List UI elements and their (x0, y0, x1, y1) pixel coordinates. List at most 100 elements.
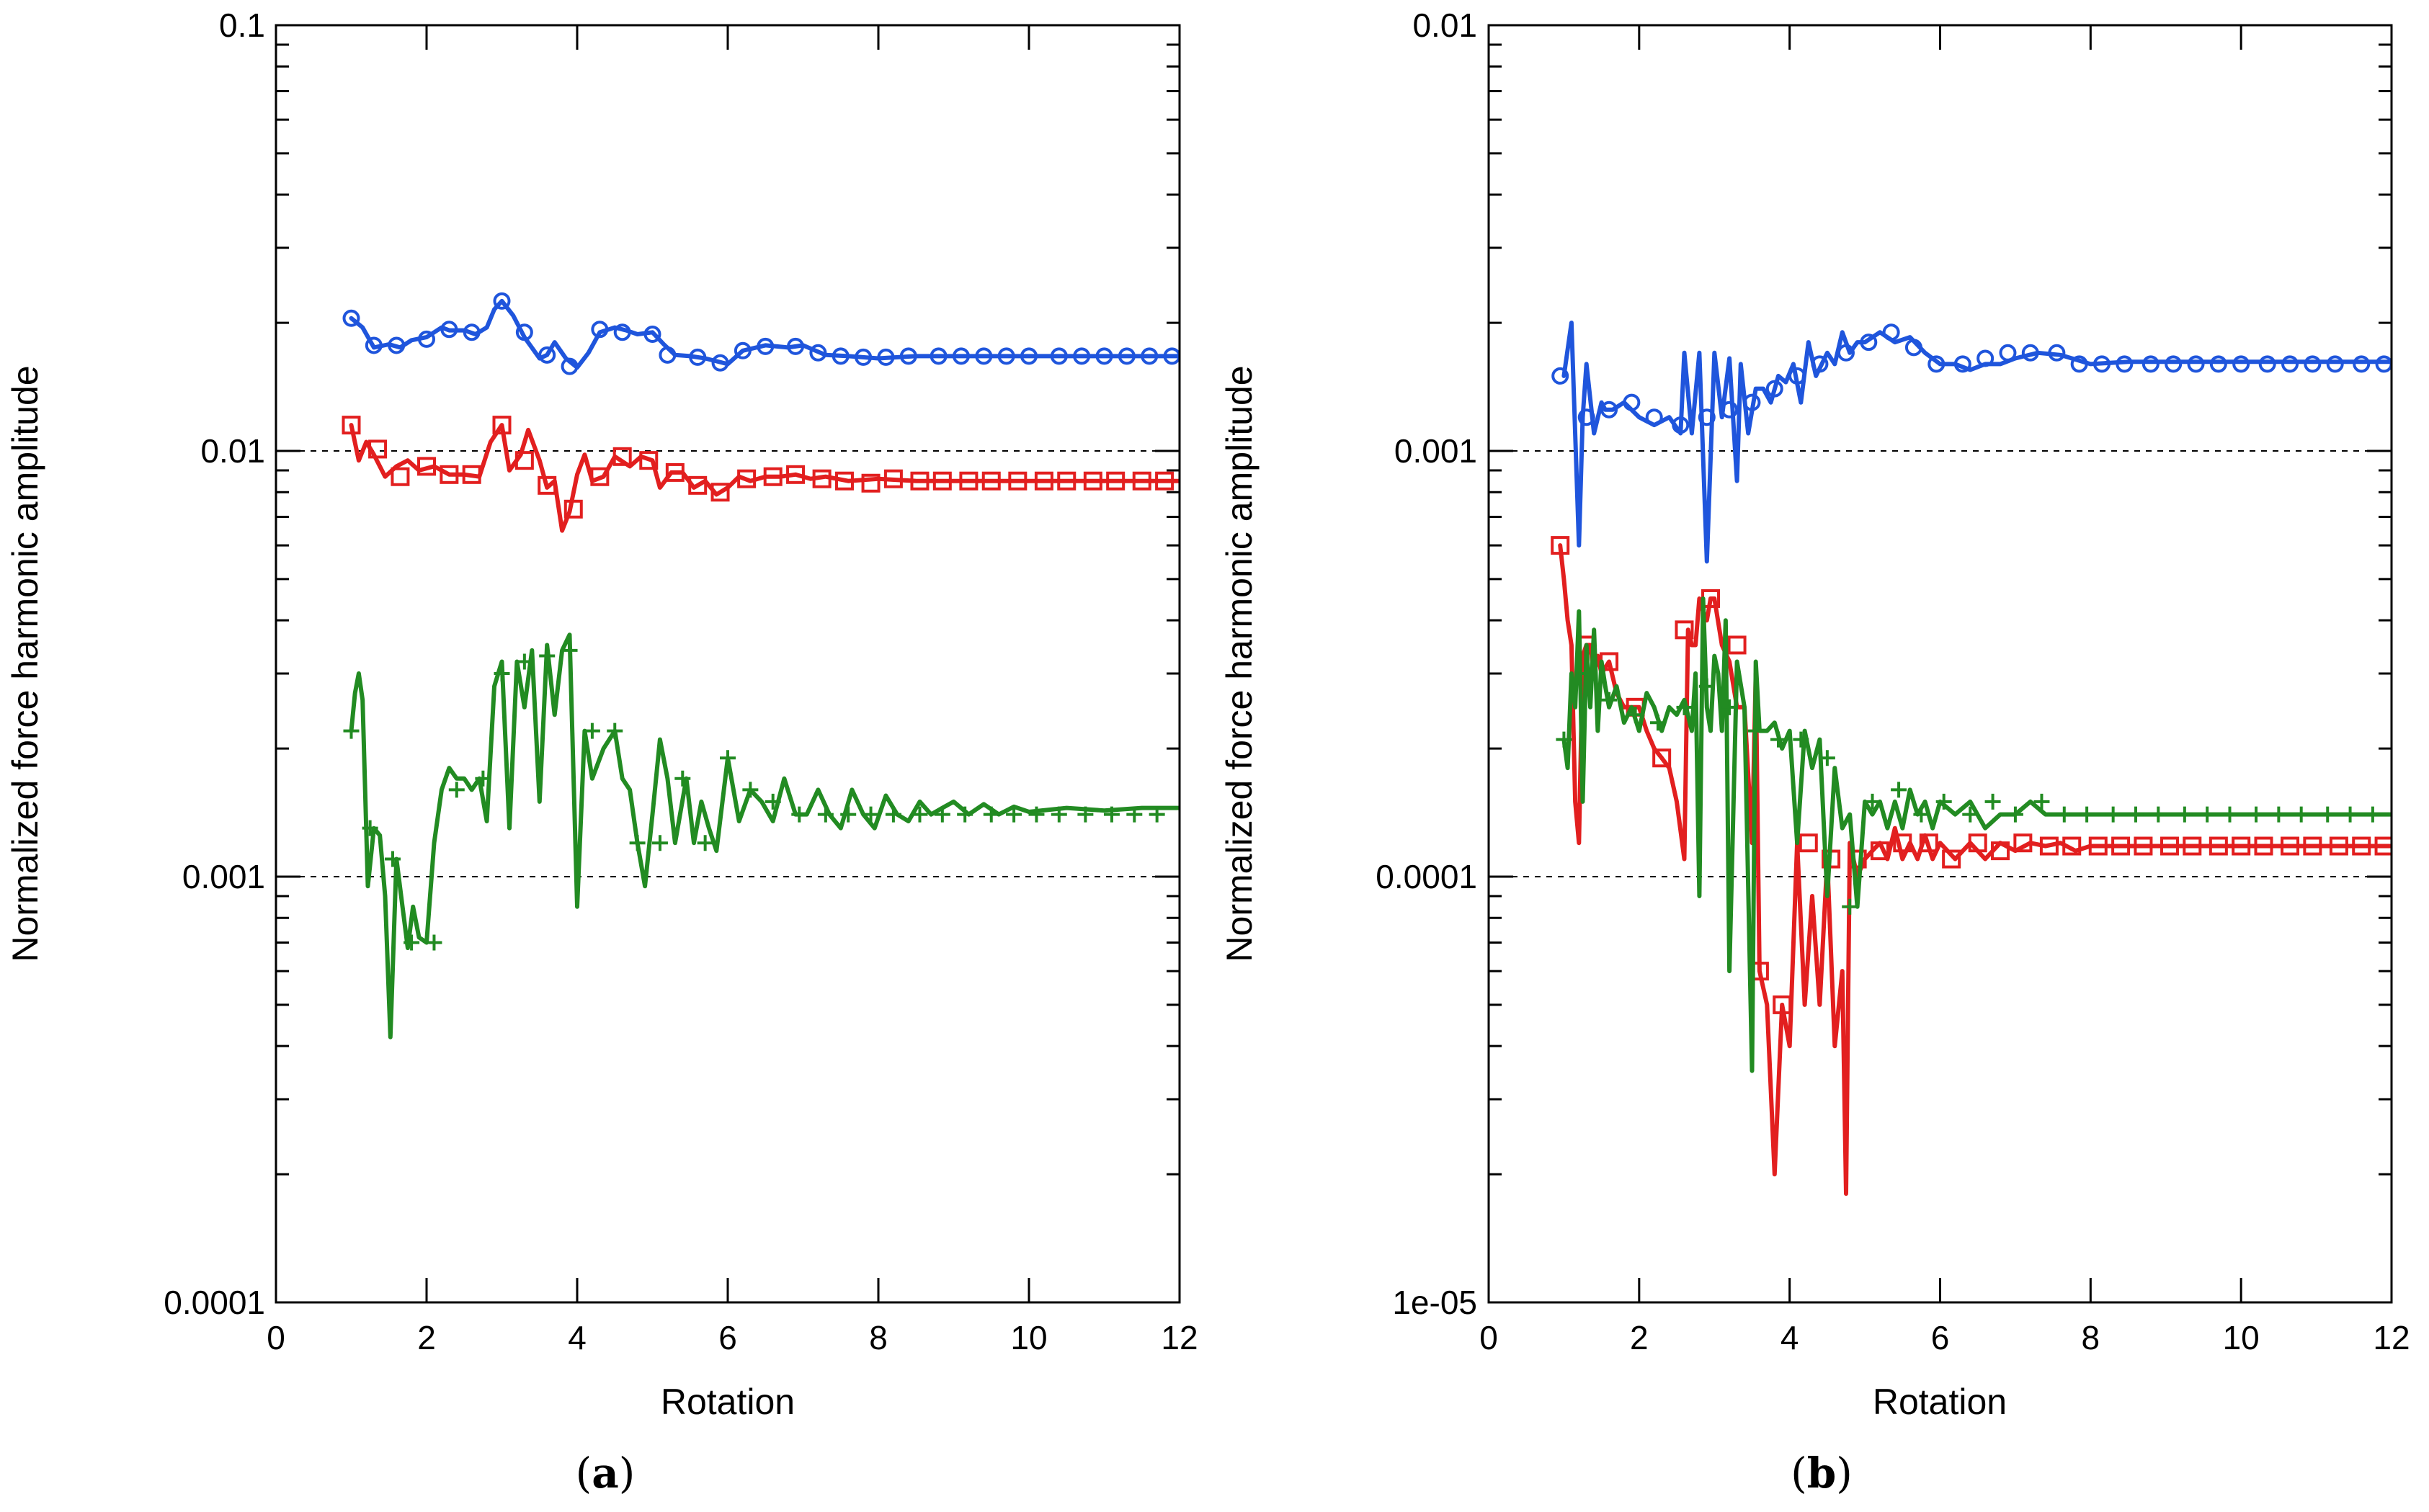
panel-label-letter: a (592, 1449, 619, 1498)
data-point-marker (584, 723, 600, 739)
data-point-marker (1600, 401, 1618, 419)
data-point-marker (2013, 833, 2033, 853)
data-point-marker (2293, 806, 2309, 823)
y-tick-label: 0.0001 (164, 1284, 265, 1321)
data-point-marker (757, 337, 775, 355)
data-point-marker (388, 336, 406, 354)
data-point-marker (2079, 806, 2095, 823)
data-point-marker (1842, 898, 1858, 915)
data-point-marker (1991, 841, 2010, 861)
y-tick-label: 0.01 (1412, 6, 1477, 44)
y-tick-label: 0.1 (219, 6, 265, 44)
data-point-marker (1551, 367, 1569, 385)
data-point-marker (959, 471, 979, 491)
data-point-marker (1106, 471, 1126, 491)
data-point-marker (342, 309, 360, 327)
series-2 (342, 416, 1180, 533)
data-point-marker (1793, 731, 1809, 748)
data-point-marker (1698, 408, 1716, 426)
data-point-marker (885, 806, 901, 823)
series-1 (342, 292, 1180, 375)
data-point-marker (1904, 339, 1922, 357)
data-point-marker (1051, 806, 1067, 823)
data-point-marker (2374, 836, 2392, 856)
y-tick-label: 0.001 (1394, 432, 1477, 470)
data-point-marker (697, 835, 713, 851)
data-point-marker (877, 348, 895, 366)
x-tick-label: 12 (2373, 1319, 2410, 1356)
data-point-marker (651, 835, 668, 851)
data-point-marker (1968, 833, 1987, 853)
data-point-marker (1672, 416, 1690, 434)
panel-b: 1e-05 0.0001 0.001 0.01 0 2 4 6 8 10 12 Rotation Nor… (1219, 6, 2410, 1498)
data-point-marker (1132, 471, 1151, 491)
data-point-marker (1020, 347, 1038, 365)
x-tick-label: 10 (2223, 1319, 2260, 1356)
data-point-marker (910, 471, 930, 491)
data-point-marker (1649, 715, 1666, 731)
data-point-marker (561, 642, 578, 658)
data-point-marker (791, 806, 808, 823)
data-point-marker (516, 653, 532, 670)
data-point-marker (2281, 355, 2299, 373)
data-point-marker (1976, 349, 1995, 367)
x-tick-label: 6 (718, 1319, 737, 1356)
data-point-marker (832, 347, 850, 365)
data-point-marker (659, 346, 677, 364)
data-point-marker (1095, 347, 1113, 365)
data-point-marker (2232, 355, 2250, 373)
data-point-marker (817, 806, 834, 823)
data-point-marker (840, 806, 857, 823)
data-point-marker (613, 323, 631, 341)
data-point-marker (1623, 393, 1641, 411)
data-point-marker (2270, 806, 2287, 823)
data-point-marker (2221, 806, 2238, 823)
data-point-marker (2141, 355, 2160, 373)
data-point-marker (539, 648, 556, 664)
data-point-marker (861, 473, 881, 493)
data-point-marker (2062, 836, 2082, 856)
data-point-marker (591, 321, 609, 339)
data-point-marker (607, 723, 623, 739)
x-tick-label: 8 (869, 1319, 888, 1356)
data-point-marker (343, 723, 360, 739)
data-point-marker (2150, 806, 2167, 823)
data-point-marker (983, 806, 999, 823)
data-point-marker (2254, 836, 2273, 856)
series-line (349, 298, 1180, 370)
x-axis-title: Rotation (1873, 1382, 2007, 1422)
data-point-marker (1864, 793, 1881, 810)
data-point-marker (957, 806, 973, 823)
x-axis-title: Rotation (661, 1382, 795, 1422)
data-point-marker (2033, 793, 2050, 810)
data-point-marker (883, 469, 903, 488)
data-point-marker (561, 357, 579, 375)
data-point-marker (2070, 355, 2088, 373)
x-tick-label: 0 (267, 1319, 285, 1356)
y-tick-label: 0.01 (200, 432, 265, 470)
data-point-marker (1819, 750, 1835, 766)
data-point-marker (2342, 806, 2358, 823)
y-axis-title: Normalized force harmonic amplitude (5, 365, 45, 962)
panel-label-suffix: ) (619, 1449, 636, 1498)
data-point-marker (834, 471, 854, 491)
data-point-marker (2326, 355, 2344, 373)
data-point-marker (1891, 782, 1907, 798)
data-point-marker (1727, 635, 1747, 655)
x-tick-label: 6 (1931, 1319, 1950, 1356)
panel-label: (a) (576, 1449, 636, 1498)
data-point-marker (674, 770, 691, 787)
data-point-marker (1652, 748, 1672, 768)
data-point-marker (855, 348, 873, 366)
data-point-marker (930, 347, 948, 365)
data-point-marker (2248, 806, 2265, 823)
data-point-marker (2352, 836, 2371, 856)
data-point-marker (1627, 707, 1644, 723)
data-point-marker (515, 323, 533, 341)
data-point-marker (1645, 408, 1663, 426)
data-point-marker (1913, 806, 1930, 823)
data-point-marker (1773, 995, 1792, 1014)
data-point-marker (1073, 347, 1091, 365)
data-point-marker (711, 354, 729, 372)
data-point-marker (2209, 355, 2227, 373)
